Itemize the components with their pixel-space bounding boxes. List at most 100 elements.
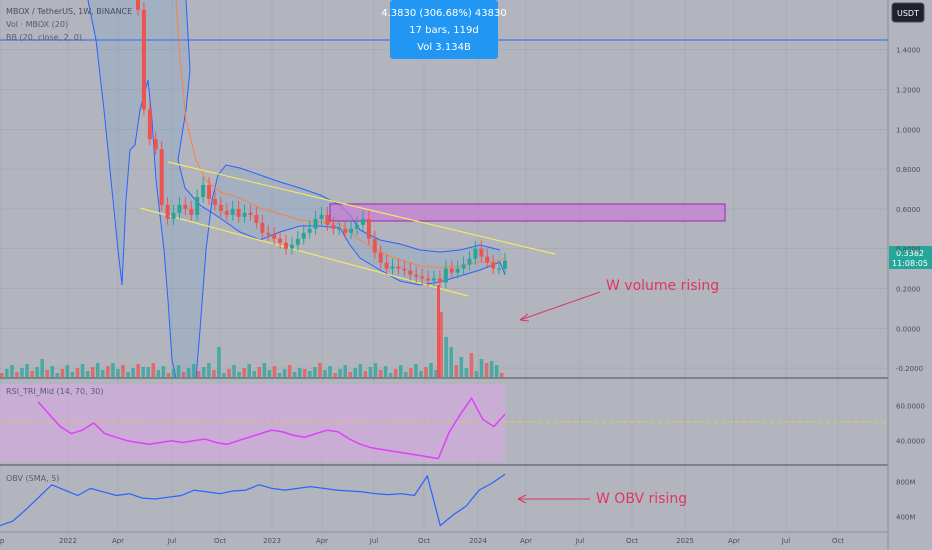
volume-bar	[232, 365, 236, 377]
volume-legend: Vol · MBOX (20)	[6, 20, 68, 29]
time-tick: Oct	[626, 537, 638, 545]
volume-bar	[338, 369, 342, 377]
measure-volume: Vol 3.134B	[417, 42, 471, 53]
volume-bar	[181, 372, 186, 377]
volume-bar	[217, 347, 221, 377]
time-axis[interactable]: ep 2022 Apr Jul Oct 2023 Apr Jul Oct 2024 Apr Jul Oc…	[0, 537, 844, 545]
time-tick: 2023	[263, 537, 281, 545]
volume-bar	[297, 368, 302, 377]
rsi-band-fill	[0, 384, 505, 462]
time-tick: Oct	[214, 537, 226, 545]
volume-bar	[95, 363, 100, 377]
volume-bar	[35, 367, 39, 377]
candle-body	[396, 266, 401, 269]
candle-body	[183, 204, 188, 209]
volume-bars	[0, 285, 504, 377]
volume-bar	[424, 367, 428, 377]
candle-body	[414, 274, 419, 277]
volume-bar	[242, 368, 246, 377]
volume-bar	[45, 370, 49, 377]
symbol-title: MBOX / TetherUS, 1W, BINANCE	[6, 7, 132, 16]
volume-bar	[282, 369, 287, 377]
bollinger-band-fill	[88, 0, 503, 378]
candle-body	[343, 228, 348, 233]
volume-bar	[348, 372, 352, 377]
volume-bar	[85, 371, 90, 377]
volume-bar	[409, 368, 413, 377]
candle-body	[355, 224, 360, 229]
obv-tick: 800M	[896, 478, 915, 486]
candle-body	[479, 248, 484, 257]
volume-bar	[116, 369, 120, 377]
volume-spike	[437, 285, 440, 377]
volume-bar	[378, 370, 383, 377]
candle-body	[278, 238, 283, 243]
bollinger-lower-band	[87, 0, 177, 379]
channel-lower-line[interactable]	[139, 207, 469, 297]
volume-bar	[65, 365, 70, 377]
time-tick: ep	[0, 537, 5, 545]
candle-body	[195, 196, 200, 215]
obv-tick: 400M	[896, 514, 915, 522]
volume-bar	[333, 373, 337, 377]
time-tick: Jul	[167, 537, 177, 545]
currency-button[interactable]	[891, 2, 925, 23]
candle-body	[366, 218, 371, 239]
time-tick: 2024	[469, 537, 487, 545]
candle-body	[272, 234, 277, 239]
volume-bar	[398, 365, 403, 377]
channel-upper-line[interactable]	[167, 161, 556, 255]
price-axis[interactable]: 1.4000 1.2000 1.0000 0.8000 0.6000 0.4000 0.20…	[896, 47, 925, 522]
candle-body	[485, 256, 490, 263]
currency-button-label[interactable]: USDT	[897, 9, 919, 18]
volume-bar	[156, 370, 161, 377]
candle-body	[171, 212, 176, 219]
volume-bar	[161, 366, 166, 377]
candle-body	[319, 214, 324, 219]
candle-body	[266, 232, 271, 235]
volume-bar	[151, 363, 156, 377]
volume-bar	[237, 372, 241, 377]
candle-body	[248, 212, 253, 215]
candle-body	[384, 262, 389, 269]
time-tick: Apr	[520, 537, 532, 545]
volume-bar	[191, 364, 196, 377]
candle-body	[254, 214, 259, 223]
price-pane	[0, 0, 888, 378]
candle-body	[260, 222, 265, 233]
volume-bar	[494, 365, 499, 377]
volume-bar	[363, 371, 368, 377]
volume-bar	[126, 372, 130, 377]
candle-body	[473, 248, 478, 259]
candle-body	[337, 228, 342, 230]
volume-bar	[262, 363, 267, 377]
volume-bar	[227, 369, 231, 377]
volume-bar	[257, 367, 262, 377]
volume-bar	[464, 368, 469, 377]
candle-body	[153, 139, 158, 150]
bollinger-upper-band	[195, 164, 501, 379]
volume-bar	[121, 365, 125, 377]
obv-annotation: W OBV rising	[596, 491, 687, 507]
time-tick: Apr	[112, 537, 124, 545]
volume-bar	[449, 347, 453, 377]
price-tick: 0.6000	[896, 206, 921, 214]
volume-bar	[106, 366, 110, 377]
volume-bar	[30, 371, 34, 377]
time-tick: Oct	[418, 537, 430, 545]
last-price: 0.3382	[896, 249, 924, 258]
candle-body	[360, 218, 365, 225]
time-tick: Jul	[369, 537, 379, 545]
volume-bar	[499, 373, 504, 377]
candle-body	[289, 244, 294, 249]
bb-legend: BB (20, close, 2, 0)	[6, 33, 82, 42]
price-tick: -0.2000	[896, 365, 923, 373]
volume-bar	[90, 367, 95, 377]
candle-body	[201, 185, 206, 197]
volume-bar	[101, 370, 105, 377]
resistance-zone[interactable]	[329, 203, 726, 222]
volume-bar	[429, 363, 433, 377]
volume-bar	[40, 359, 44, 377]
volume-bar	[358, 364, 363, 377]
